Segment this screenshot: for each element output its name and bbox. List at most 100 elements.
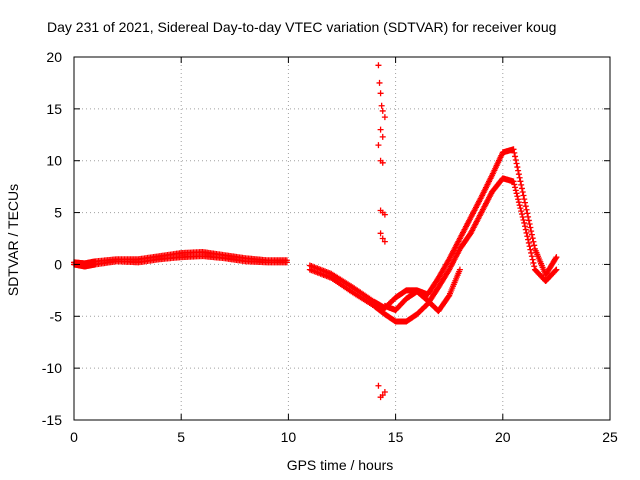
data-point — [518, 208, 525, 215]
data-point — [521, 219, 528, 226]
data-point — [519, 214, 526, 221]
data-point — [525, 213, 532, 220]
data-point — [381, 114, 388, 121]
data-point — [552, 255, 559, 262]
data-point — [530, 238, 537, 245]
data-point — [523, 206, 530, 213]
data-point — [530, 259, 537, 266]
data-point — [528, 253, 535, 260]
x-tick-label: 0 — [70, 429, 78, 445]
data-point — [511, 149, 518, 156]
x-tick-label: 25 — [602, 429, 618, 445]
grid — [74, 57, 610, 420]
x-axis-label: GPS time / hours — [287, 457, 394, 473]
data-point — [515, 171, 522, 178]
data-point — [519, 188, 526, 195]
data-point — [522, 226, 529, 233]
data-point — [525, 217, 532, 224]
data-point — [511, 181, 518, 188]
data-point — [514, 164, 521, 171]
data-point — [512, 153, 519, 160]
data-point — [553, 254, 560, 261]
data-point — [381, 238, 388, 245]
data-point — [529, 256, 536, 263]
data-point — [520, 216, 527, 223]
data-point — [517, 178, 524, 185]
data-point — [379, 159, 386, 166]
data-point — [513, 190, 520, 197]
data-point — [520, 192, 527, 199]
data-point — [521, 196, 528, 203]
data-point — [515, 167, 522, 174]
data-point — [526, 243, 533, 250]
data-point — [518, 211, 525, 218]
data-points — [71, 62, 560, 401]
data-point — [524, 233, 531, 240]
data-point — [381, 211, 388, 218]
tick-labels: 0 5 10 15 20 25 -15 -10 -5 0 5 10 15 20 — [42, 49, 618, 445]
plot-border — [73, 56, 611, 421]
data-point — [379, 235, 386, 242]
data-point — [375, 142, 382, 149]
data-point — [518, 181, 525, 188]
data-point — [529, 235, 536, 242]
data-point — [379, 107, 386, 114]
data-point — [518, 185, 525, 192]
x-tick-label: 10 — [281, 429, 297, 445]
data-point — [528, 228, 535, 235]
data-point — [522, 223, 529, 230]
data-point — [283, 257, 290, 264]
data-point — [553, 266, 560, 273]
data-point — [531, 242, 538, 249]
data-point — [377, 126, 384, 133]
data-point — [524, 210, 531, 217]
data-point — [375, 382, 382, 389]
chart-title: Day 231 of 2021, Sidereal Day-to-day VTE… — [47, 19, 556, 35]
data-point — [522, 199, 529, 206]
data-point — [527, 224, 534, 231]
data-point — [522, 203, 529, 210]
data-point — [376, 79, 383, 86]
data-point — [525, 239, 532, 246]
data-point — [517, 205, 524, 212]
y-tick-label: 10 — [46, 153, 62, 169]
data-point — [525, 236, 532, 243]
data-point — [377, 230, 384, 237]
data-point — [379, 392, 386, 399]
data-point — [514, 193, 521, 200]
data-point — [513, 160, 520, 167]
data-point — [527, 246, 534, 253]
x-tick-label: 20 — [495, 429, 511, 445]
data-point — [456, 266, 463, 273]
y-tick-label: 0 — [54, 256, 62, 272]
y-tick-label: -5 — [50, 308, 63, 324]
data-point — [516, 202, 523, 209]
data-point — [510, 178, 517, 185]
y-tick-label: -10 — [42, 360, 62, 376]
y-tick-label: 15 — [46, 101, 62, 117]
y-axis-label: SDTVAR / TECUs — [5, 184, 21, 296]
x-tick-label: 15 — [388, 429, 404, 445]
data-point — [378, 102, 385, 109]
data-point — [515, 199, 522, 206]
data-point — [531, 263, 538, 270]
y-tick-label: 5 — [54, 205, 62, 221]
data-point — [381, 388, 388, 395]
y-tick-label: -15 — [42, 412, 62, 428]
data-point — [515, 196, 522, 203]
data-point — [512, 184, 519, 191]
data-point — [526, 220, 533, 227]
data-point — [512, 187, 519, 194]
data-point — [510, 146, 517, 153]
data-point — [516, 174, 523, 181]
data-point — [512, 156, 519, 163]
x-tick-label: 5 — [177, 429, 185, 445]
data-point — [379, 133, 386, 140]
data-point — [528, 231, 535, 238]
data-point — [375, 62, 382, 69]
data-point — [523, 229, 530, 236]
data-point — [377, 90, 384, 97]
data-point — [552, 267, 559, 274]
data-point — [528, 249, 535, 256]
